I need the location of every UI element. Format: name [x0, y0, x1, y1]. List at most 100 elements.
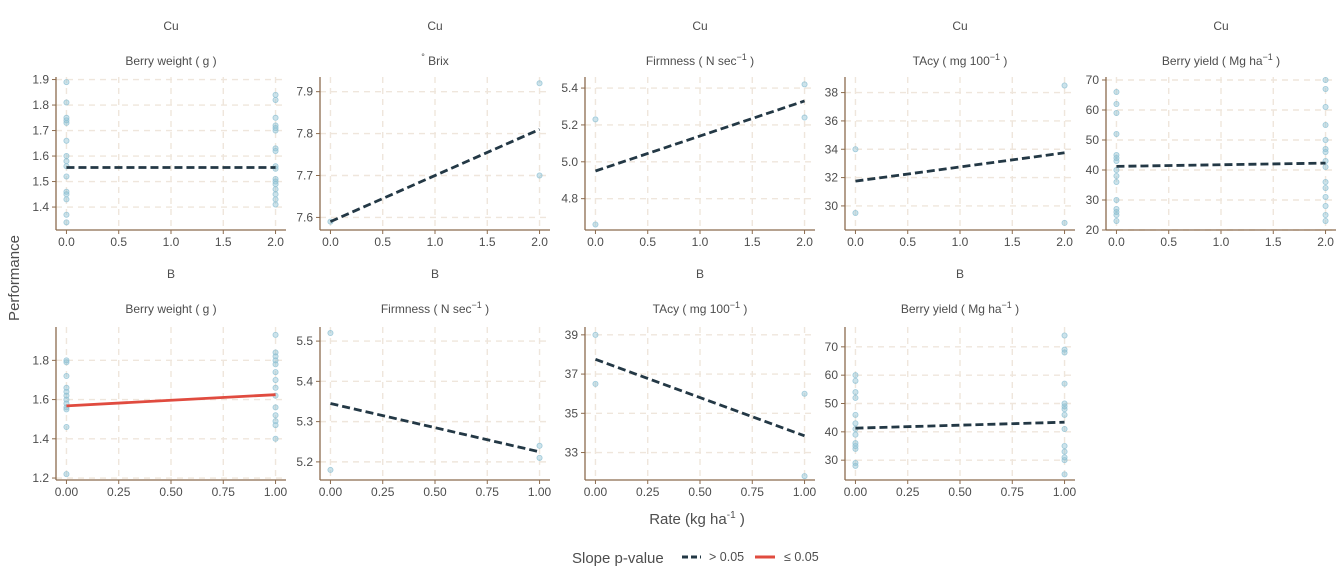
- data-point: [1061, 219, 1068, 226]
- y-tick-label: 5.0: [561, 155, 578, 169]
- y-tick-label: 1.9: [32, 73, 49, 87]
- y-tick-label: 60: [1086, 103, 1100, 117]
- fit-line-nonsignificant: [855, 420, 1065, 430]
- x-tick-label: 0.5: [374, 235, 391, 249]
- x-tick-label: 1.0: [163, 235, 180, 249]
- x-tick-label: 0.5: [639, 235, 656, 249]
- data-point: [1061, 380, 1068, 387]
- y-tick-label: 5.2: [561, 118, 578, 132]
- panels-layer: Cu Berry weight ( g ) 0.0 0.5 1.0 1.5 2.0 1.4 1.…: [32, 19, 1336, 499]
- y-tick-label: 70: [1086, 73, 1100, 87]
- y-tick-label: 34: [825, 142, 839, 156]
- data-point: [272, 361, 279, 368]
- y-tick-label: 30: [825, 453, 839, 467]
- x-tick-label: 0.0: [58, 235, 75, 249]
- data-point: [1113, 157, 1120, 164]
- data-point: [592, 380, 599, 387]
- y-tick-label: 7.9: [296, 85, 313, 99]
- data-point: [272, 376, 279, 383]
- data-point: [1061, 471, 1068, 478]
- data-point: [63, 424, 70, 431]
- fit-line-nonsignificant: [329, 128, 541, 223]
- panel-variable-strip: Firmness ( N sec−1 ): [381, 300, 489, 316]
- panel-variable-strip: TAcy ( mg 100−1 ): [913, 52, 1008, 68]
- x-tick-label: 0.00: [844, 485, 868, 499]
- data-point: [272, 181, 279, 188]
- data-point: [1322, 193, 1329, 200]
- data-point: [63, 119, 70, 126]
- data-point: [63, 357, 70, 364]
- data-point: [1113, 172, 1120, 179]
- x-tick-label: 0.25: [107, 485, 131, 499]
- x-tick-label: 1.00: [528, 485, 552, 499]
- x-tick-label: 0.25: [371, 485, 395, 499]
- data-point: [592, 221, 599, 228]
- panel-variable-strip: Firmness ( N sec−1 ): [646, 52, 754, 68]
- data-point: [63, 373, 70, 380]
- y-tick-label: 7.7: [296, 169, 313, 183]
- data-point: [1113, 217, 1120, 224]
- panel-cu-3: Cu TAcy ( mg 100−1 ) 0.0 0.5 1.0 1.5 2.0 30 32 34…: [825, 19, 1075, 249]
- y-tick-label: 50: [1086, 133, 1100, 147]
- panel-variable-strip: ° Brix: [421, 52, 449, 68]
- data-point: [1113, 178, 1120, 185]
- data-point: [1322, 217, 1329, 224]
- data-point: [63, 173, 70, 180]
- data-point: [1061, 82, 1068, 89]
- data-point: [801, 473, 808, 480]
- data-point: [852, 445, 859, 452]
- y-tick-label: 5.2: [296, 455, 313, 469]
- panel-element-strip: Cu: [692, 19, 707, 33]
- legend: Slope p-value > 0.05 ≤ 0.05: [572, 550, 819, 567]
- data-point: [1061, 448, 1068, 455]
- data-point: [272, 384, 279, 391]
- data-point: [63, 196, 70, 203]
- x-tick-label: 0.50: [688, 485, 712, 499]
- data-point: [272, 191, 279, 198]
- y-tick-label: 37: [565, 367, 579, 381]
- data-point: [63, 219, 70, 226]
- x-tick-label: 0.00: [319, 485, 343, 499]
- data-point: [63, 191, 70, 198]
- data-point: [63, 79, 70, 86]
- data-point: [1113, 89, 1120, 96]
- data-point: [1113, 205, 1120, 212]
- panel-variable-strip: Berry yield ( Mg ha−1 ): [1162, 52, 1280, 68]
- data-point: [1322, 77, 1329, 84]
- x-tick-label: 0.75: [1001, 485, 1025, 499]
- data-point: [272, 96, 279, 103]
- data-point: [272, 412, 279, 419]
- x-tick-label: 1.0: [952, 235, 969, 249]
- y-tick-label: 5.4: [561, 81, 578, 95]
- data-point: [1113, 154, 1120, 161]
- y-tick-label: 7.6: [296, 210, 313, 224]
- data-point: [801, 390, 808, 397]
- fit-line-nonsignificant: [595, 99, 805, 173]
- data-point: [272, 147, 279, 154]
- panel-element-strip: Cu: [427, 19, 442, 33]
- x-tick-label: 1.00: [793, 485, 817, 499]
- data-point: [1322, 86, 1329, 93]
- x-tick-label: 0.25: [636, 485, 660, 499]
- panel-cu-1: Cu ° Brix 0.0 0.5 1.0 1.5 2.0 7.6 7.7 7.8 7.9: [296, 19, 550, 249]
- y-tick-label: 5.5: [296, 334, 313, 348]
- data-point: [536, 454, 543, 461]
- data-point: [852, 209, 859, 216]
- y-tick-label: 36: [825, 114, 839, 128]
- x-tick-label: 0.75: [476, 485, 500, 499]
- panel-element-strip: B: [696, 267, 704, 281]
- x-tick-label: 0.00: [584, 485, 608, 499]
- panel-variable-strip: TAcy ( mg 100−1 ): [653, 300, 748, 316]
- x-tick-label: 1.00: [264, 485, 288, 499]
- x-tick-label: 2.0: [1317, 235, 1334, 249]
- y-tick-label: 39: [565, 328, 579, 342]
- data-point: [1113, 110, 1120, 117]
- x-axis-title-tail: ): [740, 511, 745, 528]
- y-tick-label: 1.6: [32, 393, 49, 407]
- panel-variable-strip: Berry weight ( g ): [125, 302, 216, 316]
- data-point: [852, 411, 859, 418]
- data-point: [852, 394, 859, 401]
- data-point: [852, 462, 859, 469]
- x-tick-label: 1.5: [1265, 235, 1282, 249]
